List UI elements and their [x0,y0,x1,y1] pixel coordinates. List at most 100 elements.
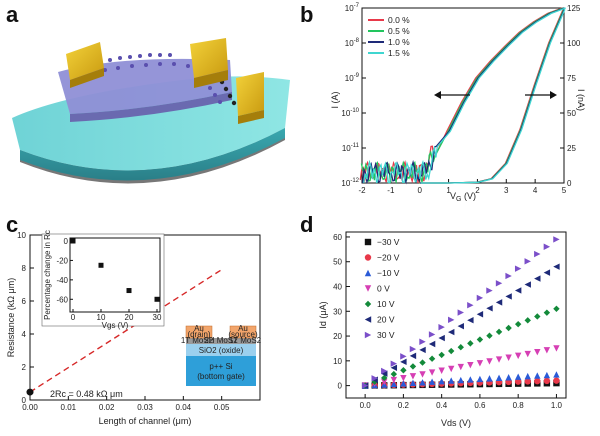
point-6 [409,345,417,353]
point-1 [514,378,522,385]
point-6 [486,287,493,294]
legend-label-0: −30 V [377,237,400,247]
point-4 [534,313,541,320]
point-3 [486,358,493,365]
y-tick-label: 2 [22,363,27,372]
inset-y-label: Percentage change in Rc [43,230,52,320]
point-3 [438,367,445,374]
point-4 [495,328,503,336]
panel-letter-d: d [300,212,314,237]
legend-marker-1 [364,254,372,261]
y-tick-label: 0 [338,382,343,391]
x-axis-label: Length of channel (μm) [99,416,192,426]
inset-background [41,233,165,327]
point-1 [534,377,541,385]
point-5 [390,364,398,371]
inset-point-3 [154,296,160,302]
point-6 [467,302,474,309]
x-tick-label: 0.02 [99,403,115,412]
point-6 [534,250,541,258]
legend-label-2: 1.0 % [388,37,410,47]
y-right-tick-label: 100 [567,39,581,48]
point-6 [390,360,398,367]
point-3 [448,365,455,373]
electrode-right [236,72,264,116]
point-5 [505,293,512,300]
point-6 [438,323,445,331]
label-mos-mid: 2H MoS2 [204,336,238,345]
point-5 [467,317,474,324]
y-tick-label: 10 [333,357,342,366]
x-tick-label: 1 [446,186,451,195]
y-right-tick-label: 0 [567,179,572,188]
legend-label-3: 0 V [377,284,390,294]
x-tick-label: 3 [504,186,509,195]
panel-letter-c: c [6,212,19,237]
point-6 [476,294,484,302]
point-4 [390,370,398,378]
label-mos-left: 1T MoS2 [181,336,214,345]
y-tick-label: 20 [333,332,342,341]
point-1 [543,377,551,385]
y-left-tick-label: 10-11 [342,143,360,153]
point-5 [419,346,426,354]
point-6 [553,236,560,243]
point-2 [400,380,407,387]
point-5 [534,275,541,282]
legend-label-6: 30 V [377,330,395,340]
point-6 [495,280,503,287]
point-2 [524,372,531,380]
inset-y-tick-label: -40 [56,276,68,285]
y-left-axis-label: I (A) [330,91,340,108]
point-6 [371,375,378,382]
y-right-axis-label: I (nA) [576,89,586,111]
point-6 [543,243,551,250]
x-tick-label: 4 [533,186,538,195]
point-2 [543,371,551,379]
y-left-tick-label: 10-8 [345,38,360,48]
point-4 [467,340,474,347]
y-right-tick-label: 75 [567,74,576,83]
inset-point-1 [98,262,104,268]
point-3 [524,350,531,358]
x-tick-label: 0.04 [176,403,192,412]
point-4 [524,317,531,324]
x-tick-label: 0.0 [360,401,372,410]
point-2 [514,373,522,380]
point-6 [505,272,512,280]
point-2 [486,375,493,382]
point-3 [467,361,474,369]
legend-marker-3 [364,285,372,292]
point-6 [419,338,426,345]
point-5 [400,358,407,366]
x-tick-label: 0.03 [137,403,153,412]
x-tick-label: 0.2 [398,401,410,410]
point-6 [448,316,455,324]
point-3 [553,345,560,352]
layer-mos [186,338,256,344]
point-4 [543,309,551,316]
x-tick-label: 1.0 [551,401,563,410]
inset-x-tick-label: 20 [125,313,134,322]
point-1 [524,378,531,385]
point-2 [428,378,436,385]
label-mos-right: 1T MoS2 [229,336,262,345]
device-illustration [12,38,290,184]
layer-oxide [186,344,256,356]
point-4 [457,344,464,351]
point-3 [400,374,407,382]
point-5 [495,299,503,306]
point-4 [486,332,493,339]
point-2 [457,376,464,384]
label-au-right: Au [238,324,248,333]
layer-si [186,356,256,386]
legend-label-1: −20 V [377,253,400,263]
point-4 [438,351,445,359]
point-2 [467,376,474,383]
y-right-tick-label: 50 [567,109,576,118]
legend-label-3: 1.5 % [388,48,410,58]
x-tick-label: 5 [562,186,567,195]
point-5 [524,281,531,288]
